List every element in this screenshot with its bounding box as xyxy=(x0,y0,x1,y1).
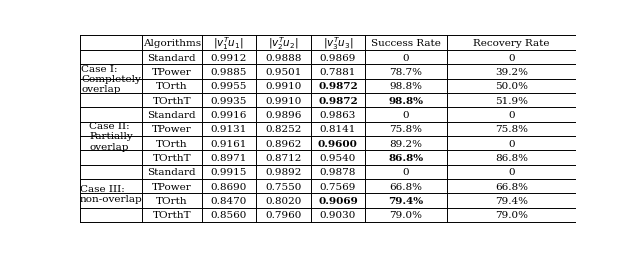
Text: Success Rate: Success Rate xyxy=(371,39,441,48)
Text: 0.7960: 0.7960 xyxy=(265,211,301,219)
Text: 0: 0 xyxy=(403,53,410,62)
Text: 86.8%: 86.8% xyxy=(388,153,424,162)
Text: TPower: TPower xyxy=(152,68,191,76)
Text: 0.9069: 0.9069 xyxy=(318,196,358,205)
Text: 0.9912: 0.9912 xyxy=(211,53,247,62)
Text: 0: 0 xyxy=(403,168,410,177)
Text: TPower: TPower xyxy=(152,125,191,134)
Text: 0.8971: 0.8971 xyxy=(211,153,247,162)
Text: 0.9915: 0.9915 xyxy=(211,168,247,177)
Text: TPower: TPower xyxy=(152,182,191,191)
Text: 0.9030: 0.9030 xyxy=(320,211,356,219)
Text: 0.9935: 0.9935 xyxy=(211,96,247,105)
Text: 0.9878: 0.9878 xyxy=(320,168,356,177)
Text: 86.8%: 86.8% xyxy=(495,153,528,162)
Text: 0.9896: 0.9896 xyxy=(265,110,301,119)
Text: Standard: Standard xyxy=(147,110,196,119)
Text: 0.9892: 0.9892 xyxy=(265,168,301,177)
Text: 0.9863: 0.9863 xyxy=(320,110,356,119)
Text: 39.2%: 39.2% xyxy=(495,68,528,76)
Text: 89.2%: 89.2% xyxy=(390,139,422,148)
Text: 0.9910: 0.9910 xyxy=(265,82,301,91)
Text: 0.9161: 0.9161 xyxy=(211,139,247,148)
Text: 75.8%: 75.8% xyxy=(390,125,422,134)
Text: TOrthT: TOrthT xyxy=(152,153,191,162)
Text: 0: 0 xyxy=(403,110,410,119)
Text: 79.4%: 79.4% xyxy=(495,196,528,205)
Text: 0.9955: 0.9955 xyxy=(211,82,247,91)
Text: 0.9885: 0.9885 xyxy=(211,68,247,76)
Text: 66.8%: 66.8% xyxy=(390,182,422,191)
Text: TOrth: TOrth xyxy=(156,196,188,205)
Text: 0: 0 xyxy=(508,139,515,148)
Text: $|v_1^T u_1|$: $|v_1^T u_1|$ xyxy=(214,35,244,52)
Text: 0.8141: 0.8141 xyxy=(320,125,356,134)
Text: 75.8%: 75.8% xyxy=(495,125,528,134)
Text: Case I:
Completely
overlap: Case I: Completely overlap xyxy=(81,64,141,94)
Text: 66.8%: 66.8% xyxy=(495,182,528,191)
Text: $|v_2^T u_2|$: $|v_2^T u_2|$ xyxy=(268,35,299,52)
Text: 50.0%: 50.0% xyxy=(495,82,528,91)
Text: 0.8712: 0.8712 xyxy=(265,153,301,162)
Text: 0: 0 xyxy=(508,110,515,119)
Text: 0.9501: 0.9501 xyxy=(265,68,301,76)
Text: 0.9869: 0.9869 xyxy=(320,53,356,62)
Text: 0.9540: 0.9540 xyxy=(320,153,356,162)
Text: 0.9600: 0.9600 xyxy=(318,139,358,148)
Text: 0.9872: 0.9872 xyxy=(318,82,358,91)
Text: 0.8470: 0.8470 xyxy=(211,196,247,205)
Text: 0.9131: 0.9131 xyxy=(211,125,247,134)
Text: 0.7550: 0.7550 xyxy=(265,182,301,191)
Text: Recovery Rate: Recovery Rate xyxy=(473,39,550,48)
Text: 79.4%: 79.4% xyxy=(388,196,424,205)
Text: 0.9916: 0.9916 xyxy=(211,110,247,119)
Text: TOrth: TOrth xyxy=(156,82,188,91)
Text: 79.0%: 79.0% xyxy=(390,211,422,219)
Text: TOrth: TOrth xyxy=(156,139,188,148)
Text: 0.8690: 0.8690 xyxy=(211,182,247,191)
Text: Standard: Standard xyxy=(147,53,196,62)
Text: 79.0%: 79.0% xyxy=(495,211,528,219)
Text: TOrthT: TOrthT xyxy=(152,211,191,219)
Text: 0.8020: 0.8020 xyxy=(265,196,301,205)
Text: Case III:
non-overlap: Case III: non-overlap xyxy=(79,184,142,203)
Text: 0.8560: 0.8560 xyxy=(211,211,247,219)
Text: 0.7569: 0.7569 xyxy=(320,182,356,191)
Text: Algorithms: Algorithms xyxy=(143,39,201,48)
Text: 0: 0 xyxy=(508,53,515,62)
Text: 98.8%: 98.8% xyxy=(388,96,424,105)
Text: 0.9872: 0.9872 xyxy=(318,96,358,105)
Text: 0.9910: 0.9910 xyxy=(265,96,301,105)
Text: 78.7%: 78.7% xyxy=(390,68,422,76)
Text: Standard: Standard xyxy=(147,168,196,177)
Text: Case II:
Partially
overlap: Case II: Partially overlap xyxy=(89,122,133,151)
Text: TOrthT: TOrthT xyxy=(152,96,191,105)
Text: 0.8962: 0.8962 xyxy=(265,139,301,148)
Text: 0.9888: 0.9888 xyxy=(265,53,301,62)
Text: 0: 0 xyxy=(508,168,515,177)
Text: 51.9%: 51.9% xyxy=(495,96,528,105)
Text: 0.8252: 0.8252 xyxy=(265,125,301,134)
Text: 98.8%: 98.8% xyxy=(390,82,422,91)
Text: $|v_3^T u_3|$: $|v_3^T u_3|$ xyxy=(323,35,353,52)
Text: 0.7881: 0.7881 xyxy=(320,68,356,76)
